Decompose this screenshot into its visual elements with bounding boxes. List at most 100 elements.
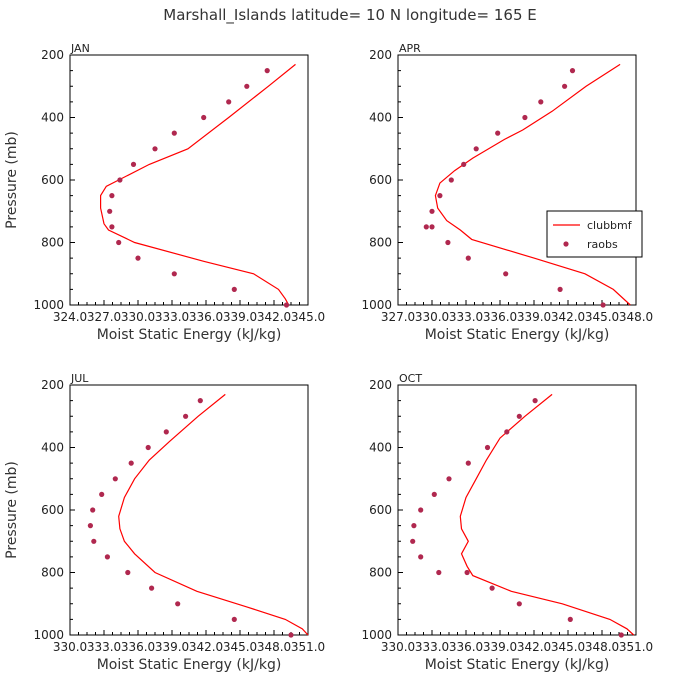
series-line-clubbmf	[99, 63, 296, 306]
obs-point	[473, 146, 479, 152]
y-tick-label: 600	[369, 503, 392, 517]
obs-point	[109, 224, 115, 230]
plot-frame	[397, 54, 637, 306]
panel-label: APR	[399, 42, 421, 55]
x-tick-label: 336.0	[189, 310, 223, 324]
x-axis-title: Moist Static Energy (kJ/kg)	[425, 327, 610, 343]
obs-point	[226, 99, 232, 105]
x-tick-label: 327.0	[381, 310, 415, 324]
obs-point	[112, 476, 118, 482]
obs-point	[600, 302, 606, 308]
obs-point	[87, 523, 93, 529]
obs-point	[410, 538, 416, 544]
y-axis-title: Pressure (mb)	[4, 131, 20, 229]
obs-point	[231, 286, 237, 292]
obs-point	[448, 177, 454, 183]
x-tick-label: 327.0	[87, 310, 121, 324]
obs-point	[201, 114, 207, 121]
obs-point	[244, 83, 250, 89]
obs-point	[489, 585, 495, 591]
obs-point	[99, 491, 105, 497]
y-tick-label: 1000	[33, 298, 64, 312]
x-tick-label: 348.0	[257, 640, 291, 654]
obs-point	[495, 130, 501, 136]
y-tick-label: 1000	[361, 298, 392, 312]
obs-point	[418, 554, 424, 560]
y-tick-label: 800	[369, 236, 392, 250]
legend-label-model: clubbmf	[587, 219, 633, 232]
obs-point	[504, 429, 510, 435]
x-tick-label: 351.0	[619, 640, 653, 654]
y-tick-label: 1000	[33, 628, 64, 642]
x-tick-label: 336.0	[121, 640, 155, 654]
obs-point	[503, 271, 509, 277]
obs-point	[618, 632, 624, 638]
x-tick-label: 345.0	[291, 310, 325, 324]
x-tick-label: 330.0	[53, 640, 87, 654]
y-tick-label: 200	[369, 48, 392, 62]
obs-point	[516, 601, 522, 607]
figure-title: Marshall_Islands latitude= 10 N longitud…	[163, 6, 536, 25]
x-tick-label: 342.0	[517, 640, 551, 654]
y-tick-label: 800	[41, 566, 64, 580]
obs-point	[557, 286, 563, 292]
x-tick-label: 351.0	[291, 640, 325, 654]
y-tick-label: 800	[369, 566, 392, 580]
x-tick-label: 348.0	[619, 310, 653, 324]
y-axis-title: Pressure (mb)	[4, 461, 20, 559]
x-tick-label: 330.0	[415, 310, 449, 324]
obs-point	[152, 146, 158, 152]
x-tick-label: 342.0	[551, 310, 585, 324]
x-tick-label: 333.0	[415, 640, 449, 654]
y-tick-label: 200	[369, 378, 392, 392]
obs-point	[125, 569, 131, 576]
obs-point	[163, 429, 169, 435]
obs-point	[423, 224, 429, 230]
obs-point	[431, 491, 437, 497]
obs-point	[562, 83, 568, 89]
legend: clubbmf raobs	[546, 210, 643, 258]
x-tick-label: 330.0	[381, 640, 415, 654]
obs-point	[183, 413, 189, 419]
legend-dot-swatch	[563, 241, 569, 247]
obs-point	[104, 554, 110, 560]
x-tick-label: 342.0	[257, 310, 291, 324]
obs-point	[464, 569, 470, 576]
y-tick-label: 400	[369, 111, 392, 125]
obs-point	[109, 193, 115, 199]
obs-point	[231, 616, 237, 623]
legend-label-obs: raobs	[587, 238, 618, 251]
panel-apr: APR 327.0 330.0 333.0 336.0 339.0 342.0 345.0 34…	[361, 42, 653, 343]
obs-point	[538, 99, 544, 105]
y-tick-label: 200	[41, 48, 64, 62]
obs-point	[91, 538, 97, 544]
obs-point	[516, 413, 522, 419]
obs-point	[569, 68, 576, 74]
x-tick-label: 333.0	[87, 640, 121, 654]
panel-label: JUL	[70, 372, 89, 385]
x-tick-label: 324.0	[53, 310, 87, 324]
obs-point	[418, 507, 424, 513]
x-axis-title: Moist Static Energy (kJ/kg)	[425, 657, 610, 673]
obs-point	[130, 161, 137, 167]
series-line-clubbmf	[434, 63, 631, 306]
y-tick-label: 400	[41, 111, 64, 125]
obs-point	[445, 239, 451, 246]
x-tick-label: 345.0	[223, 640, 257, 654]
obs-point	[288, 632, 294, 638]
obs-point	[116, 239, 122, 246]
plot-frame	[69, 54, 309, 306]
x-tick-label: 339.0	[155, 640, 189, 654]
x-tick-label: 336.0	[483, 310, 517, 324]
obs-point	[175, 601, 181, 607]
y-tick-label: 600	[369, 173, 392, 187]
obs-point	[128, 460, 134, 466]
x-axis-title: Moist Static Energy (kJ/kg)	[97, 327, 282, 343]
series-line-clubbmf	[118, 393, 309, 636]
x-tick-label: 345.0	[551, 640, 585, 654]
obs-point	[90, 507, 96, 513]
obs-point	[145, 444, 151, 451]
panel-jul: JUL 330.0 333.0 336.0 339.0 342.0 345.0 348.0 35…	[4, 372, 325, 673]
